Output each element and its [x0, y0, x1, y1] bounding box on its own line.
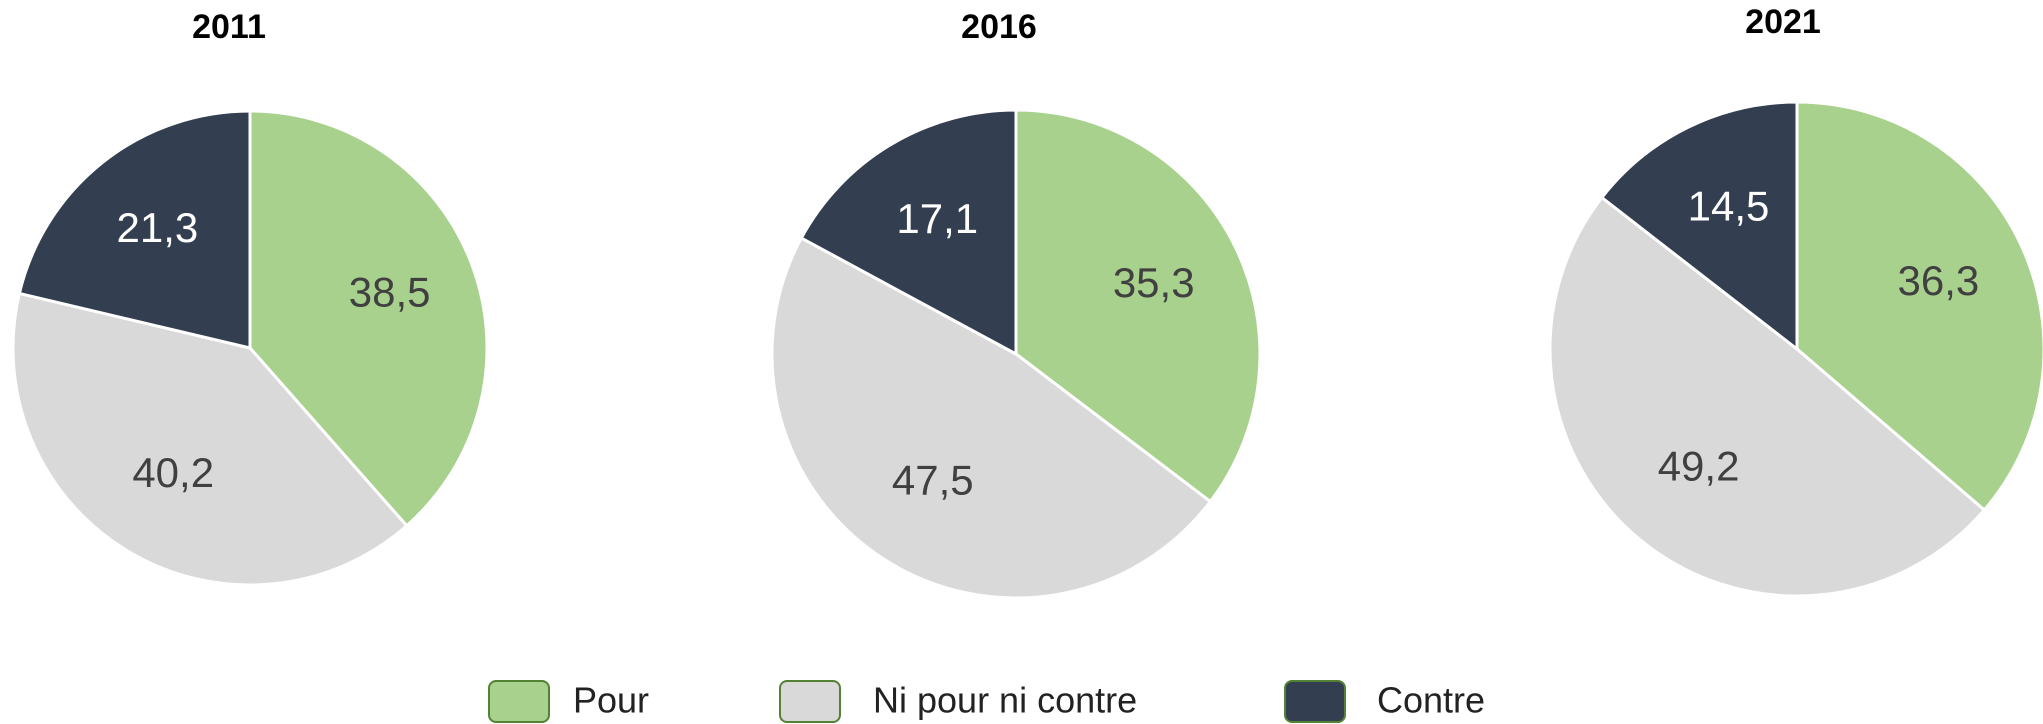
- legend-label: Ni pour ni contre: [873, 680, 1137, 721]
- pie-slice: [11, 291, 409, 587]
- data-label: 14,5: [1688, 182, 1770, 229]
- data-label: 47,5: [892, 456, 974, 503]
- pie-slice: [1599, 100, 1799, 353]
- legend-swatch: [779, 680, 841, 723]
- data-label: 17,1: [896, 195, 978, 242]
- data-label: 40,2: [132, 449, 214, 496]
- pie-slice: [1795, 100, 2043, 513]
- pie-slice: [248, 109, 489, 528]
- pie-slice: [1014, 108, 1262, 504]
- legend-label: Contre: [1377, 680, 1485, 721]
- data-label: 36,3: [1898, 257, 1980, 304]
- data-label: 38,5: [349, 268, 431, 315]
- legend-label: Pour: [573, 680, 649, 721]
- data-label: 49,2: [1658, 443, 1740, 490]
- data-label: 35,3: [1113, 259, 1195, 306]
- legend-swatch: [488, 680, 550, 723]
- pie-slice: [1548, 195, 1987, 598]
- pie-slice: [799, 108, 1018, 357]
- chart-title: 2011: [192, 8, 266, 46]
- chart-title: 2021: [1745, 3, 1821, 41]
- legend-swatch: [1284, 680, 1346, 723]
- chart-title: 2016: [961, 8, 1037, 46]
- pie-slice: [17, 109, 252, 350]
- pie-slice: [770, 235, 1213, 600]
- data-label: 21,3: [117, 204, 199, 251]
